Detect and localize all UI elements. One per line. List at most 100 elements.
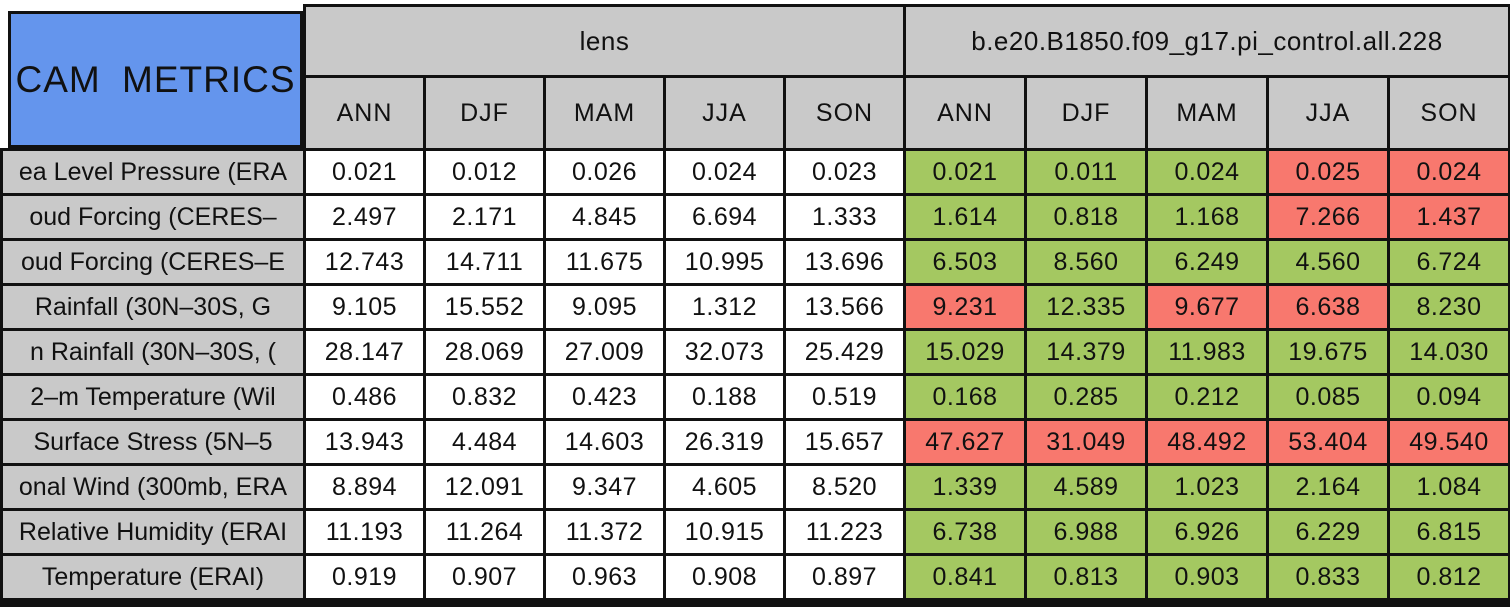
metric-label: oud Forcing (CERES– xyxy=(3,196,303,238)
lens-value-cell: 0.486 xyxy=(306,376,423,418)
lens-value-cell: 28.069 xyxy=(426,331,543,373)
control-value-cell-green: 6.503 xyxy=(906,241,1024,283)
lens-value-cell: 14.711 xyxy=(426,241,543,283)
table-title-box: CAM METRICS xyxy=(8,11,303,148)
control-value-cell-red: 49.540 xyxy=(1390,421,1508,463)
lens-value-cell: 13.566 xyxy=(786,286,903,328)
control-value-cell-red: 0.024 xyxy=(1390,151,1508,193)
control-value-cell-green: 0.024 xyxy=(1148,151,1266,193)
metric-label: ea Level Pressure (ERA xyxy=(3,151,303,193)
control-value-cell-green: 0.812 xyxy=(1390,556,1508,598)
control-value-cell-green: 0.841 xyxy=(906,556,1024,598)
lens-value-cell: 11.223 xyxy=(786,511,903,553)
control-value-cell-green: 0.168 xyxy=(906,376,1024,418)
lens-value-cell: 32.073 xyxy=(666,331,783,373)
lens-value-cell: 14.603 xyxy=(546,421,663,463)
lens-value-cell: 11.372 xyxy=(546,511,663,553)
control-value-cell-red: 31.049 xyxy=(1027,421,1145,463)
control-value-cell-green: 1.168 xyxy=(1148,196,1266,238)
metric-label: Relative Humidity (ERAI xyxy=(3,511,303,553)
column-group-lens: lens xyxy=(306,7,903,75)
lens-value-cell: 0.897 xyxy=(786,556,903,598)
control-value-cell-green: 6.229 xyxy=(1269,511,1387,553)
control-value-cell-green: 1.023 xyxy=(1148,466,1266,508)
season-header-son-group2: SON xyxy=(1390,78,1508,148)
metric-label: onal Wind (300mb, ERA xyxy=(3,466,303,508)
metric-label: 2–m Temperature (Wil xyxy=(3,376,303,418)
lens-value-cell: 4.605 xyxy=(666,466,783,508)
lens-value-cell: 27.009 xyxy=(546,331,663,373)
lens-value-cell: 12.091 xyxy=(426,466,543,508)
control-value-cell-green: 0.094 xyxy=(1390,376,1508,418)
control-value-cell-green: 6.815 xyxy=(1390,511,1508,553)
control-value-cell-green: 14.379 xyxy=(1027,331,1145,373)
season-header-ann-group2: ANN xyxy=(906,78,1024,148)
table-corner-cell: CAM METRICS xyxy=(0,4,303,148)
metric-label: oud Forcing (CERES–E xyxy=(3,241,303,283)
column-group-control-case: b.e20.B1850.f09_g17.pi_control.all.228 xyxy=(906,7,1508,75)
lens-value-cell: 4.484 xyxy=(426,421,543,463)
lens-value-cell: 11.675 xyxy=(546,241,663,283)
control-value-cell-green: 14.030 xyxy=(1390,331,1508,373)
lens-value-cell: 11.264 xyxy=(426,511,543,553)
control-value-cell-green: 2.164 xyxy=(1269,466,1387,508)
lens-value-cell: 9.095 xyxy=(546,286,663,328)
metric-label: Temperature (ERAI) xyxy=(3,556,303,598)
control-value-cell-green: 4.589 xyxy=(1027,466,1145,508)
metrics-table: CAM METRICS lens b.e20.B1850.f09_g17.pi_… xyxy=(0,4,1510,607)
control-value-cell-green: 0.813 xyxy=(1027,556,1145,598)
season-header-jja-group1: JJA xyxy=(666,78,783,148)
lens-value-cell: 0.012 xyxy=(426,151,543,193)
lens-value-cell: 0.832 xyxy=(426,376,543,418)
control-value-cell-green: 15.029 xyxy=(906,331,1024,373)
control-value-cell-green: 8.230 xyxy=(1390,286,1508,328)
control-value-cell-green: 1.084 xyxy=(1390,466,1508,508)
lens-value-cell: 0.021 xyxy=(306,151,423,193)
lens-value-cell: 0.024 xyxy=(666,151,783,193)
lens-value-cell: 0.907 xyxy=(426,556,543,598)
control-value-cell-red: 1.437 xyxy=(1390,196,1508,238)
lens-value-cell: 1.312 xyxy=(666,286,783,328)
lens-value-cell: 0.026 xyxy=(546,151,663,193)
lens-value-cell: 0.963 xyxy=(546,556,663,598)
control-value-cell-red: 47.627 xyxy=(906,421,1024,463)
control-value-cell-green: 0.212 xyxy=(1148,376,1266,418)
lens-value-cell: 9.105 xyxy=(306,286,423,328)
lens-value-cell: 0.023 xyxy=(786,151,903,193)
lens-value-cell: 8.894 xyxy=(306,466,423,508)
lens-value-cell: 26.319 xyxy=(666,421,783,463)
control-value-cell-green: 1.339 xyxy=(906,466,1024,508)
control-value-cell-green: 4.560 xyxy=(1269,241,1387,283)
lens-value-cell: 12.743 xyxy=(306,241,423,283)
season-header-jja-group2: JJA xyxy=(1269,78,1387,148)
lens-value-cell: 10.915 xyxy=(666,511,783,553)
control-value-cell-green: 6.738 xyxy=(906,511,1024,553)
lens-value-cell: 8.520 xyxy=(786,466,903,508)
control-value-cell-red: 9.231 xyxy=(906,286,1024,328)
lens-value-cell: 28.147 xyxy=(306,331,423,373)
control-value-cell-green: 0.285 xyxy=(1027,376,1145,418)
season-header-djf-group1: DJF xyxy=(426,78,543,148)
lens-value-cell: 0.919 xyxy=(306,556,423,598)
metric-label: Rainfall (30N–30S, G xyxy=(3,286,303,328)
season-header-son-group1: SON xyxy=(786,78,903,148)
metric-label: n Rainfall (30N–30S, ( xyxy=(3,331,303,373)
lens-value-cell: 11.193 xyxy=(306,511,423,553)
lens-value-cell: 2.171 xyxy=(426,196,543,238)
control-value-cell-red: 6.638 xyxy=(1269,286,1387,328)
control-value-cell-red: 7.266 xyxy=(1269,196,1387,238)
control-value-cell-green: 19.675 xyxy=(1269,331,1387,373)
control-value-cell-green: 0.903 xyxy=(1148,556,1266,598)
control-value-cell-green: 0.833 xyxy=(1269,556,1387,598)
control-value-cell-green: 0.011 xyxy=(1027,151,1145,193)
season-header-mam-group1: MAM xyxy=(546,78,663,148)
control-value-cell-red: 48.492 xyxy=(1148,421,1266,463)
lens-value-cell: 2.497 xyxy=(306,196,423,238)
control-value-cell-red: 53.404 xyxy=(1269,421,1387,463)
control-value-cell-green: 8.560 xyxy=(1027,241,1145,283)
control-value-cell-red: 9.677 xyxy=(1148,286,1266,328)
lens-value-cell: 9.347 xyxy=(546,466,663,508)
lens-value-cell: 25.429 xyxy=(786,331,903,373)
lens-value-cell: 13.696 xyxy=(786,241,903,283)
metric-label: Surface Stress (5N–5 xyxy=(3,421,303,463)
